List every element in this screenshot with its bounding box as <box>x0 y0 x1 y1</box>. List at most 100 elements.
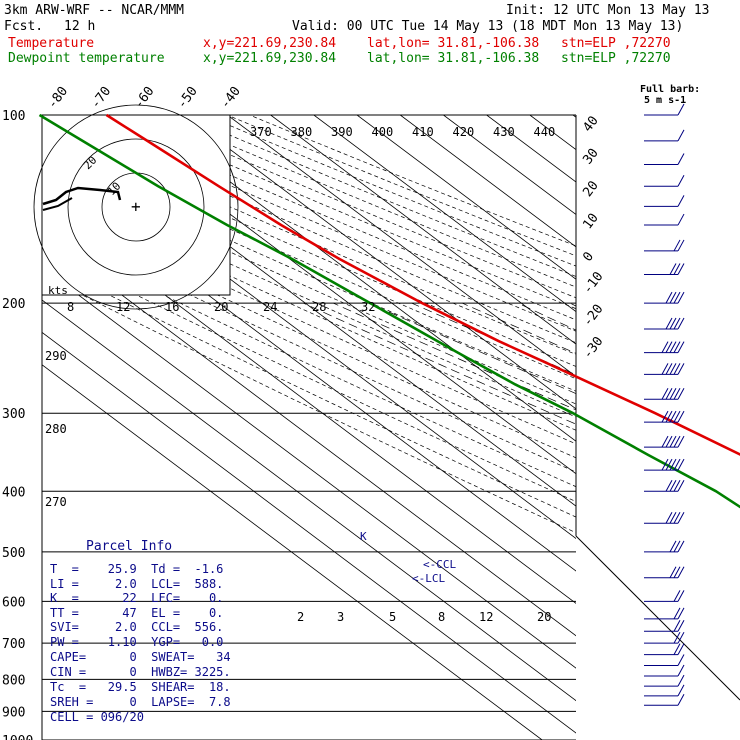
wind-barb <box>644 195 685 207</box>
wind-barb-flag <box>677 566 685 578</box>
theta-label: 400 <box>372 125 394 139</box>
wind-barb-flag <box>669 566 677 578</box>
isotherm-line <box>42 234 576 637</box>
isotherm-right-label: -20 <box>580 302 606 330</box>
wind-barb-flag <box>677 684 685 697</box>
wind-barb-flag <box>673 540 681 553</box>
temperature-line <box>105 113 740 456</box>
wind-barb-flag <box>661 341 669 353</box>
wind-barb-flag <box>673 643 681 655</box>
wind-barb-flag <box>673 566 681 578</box>
theta-label: 410 <box>412 125 434 139</box>
valid-time: Valid: 00 UTC Tue 14 May 13 (18 MDT Mon … <box>292 19 684 34</box>
wind-barb-flag <box>669 317 677 330</box>
wind-barb <box>644 654 685 667</box>
wind-barb-flag <box>669 458 677 471</box>
init-time: Init: 12 UTC Mon 13 May 13 <box>506 3 710 18</box>
barb-legend-line1: Full barb: <box>640 84 701 95</box>
isotherm-line <box>270 115 576 345</box>
pressure-tick-label: 700 <box>2 637 25 652</box>
theta-label: 290 <box>45 349 67 363</box>
wind-barb-flag <box>677 643 685 655</box>
wind-barb-flag <box>669 388 677 400</box>
wind-barb-flag <box>673 388 681 400</box>
wind-barb <box>644 291 685 304</box>
mixing-ratio-label: 2 <box>297 610 304 624</box>
isotherm-line <box>42 267 576 669</box>
forecast-label: Fcst. <box>4 19 44 34</box>
wind-barb-flag <box>669 512 677 524</box>
isotherm-right-label: 10 <box>580 211 601 233</box>
parcel-info-row: K = 22 LFC= 0. <box>50 591 224 605</box>
wind-barb-flag <box>661 410 669 423</box>
isotherm-line <box>529 115 576 151</box>
parcel-info-row: PW = 1.10 YGP= 0.0 <box>50 635 224 649</box>
wind-barb <box>644 239 685 252</box>
wind-barb-flag <box>669 540 677 553</box>
hodograph-trace <box>42 186 122 206</box>
wind-barb-flag <box>677 607 685 620</box>
wind-barb-flag <box>677 103 685 116</box>
wind-barb <box>644 540 685 553</box>
isotherm-line <box>313 115 576 313</box>
wind-barb <box>644 129 685 142</box>
wind-barb-flag <box>673 435 681 448</box>
wind-barb <box>644 590 685 602</box>
hodograph-center-marker: + <box>131 197 141 216</box>
mixing-ratio-label: 20 <box>537 610 551 624</box>
wind-barb-flag <box>677 458 685 471</box>
wind-barb <box>644 480 685 492</box>
isotherm-line <box>659 115 740 740</box>
wind-barb-flag <box>669 480 677 492</box>
dry-adiabat <box>42 248 576 503</box>
isotherm-line <box>140 115 576 442</box>
ccl-marker: <-CCL <box>423 558 457 571</box>
wind-barb-flag <box>669 341 677 353</box>
pressure-tick-label: 400 <box>2 485 25 500</box>
wind-barb <box>644 674 685 687</box>
wind-barb <box>644 174 685 187</box>
wind-barb-flag <box>677 174 685 187</box>
wind-barb-flag <box>665 317 673 330</box>
hodograph-ring <box>67 138 205 276</box>
parcel-info-row: SVI= 2.0 CCL= 556. <box>50 620 224 634</box>
wind-barb <box>644 317 685 330</box>
mixing-ratio-label: 8 <box>438 610 445 624</box>
theta-label: 370 <box>250 125 272 139</box>
wind-barb-flag <box>673 631 681 644</box>
wind-barb-flag <box>669 410 677 423</box>
isotherm-top-label: -50 <box>175 84 201 112</box>
wind-barb-flag <box>673 239 681 252</box>
mixing-ratio-label: 3 <box>337 610 344 624</box>
parcel-info-row: T = 25.9 Td = -1.6 <box>50 562 224 576</box>
wind-barb-flag <box>669 263 677 275</box>
wind-barb-flag <box>677 341 685 353</box>
dry-adiabat <box>226 115 576 257</box>
wind-barb-flag <box>677 540 685 553</box>
dry-adiabat <box>159 115 576 288</box>
isotherm-right-label: 30 <box>580 146 601 168</box>
wind-barb-flag <box>669 435 677 448</box>
wind-barb <box>644 458 685 471</box>
wind-barb-flag <box>661 363 669 375</box>
dry-adiabat <box>42 223 576 473</box>
legend-dewpoint-xy: x,y=221.69,230.84 <box>203 51 337 66</box>
plot-frame <box>41 114 740 740</box>
wind-barb <box>644 213 685 226</box>
wind-barb <box>644 631 685 644</box>
wind-barb-flag <box>677 674 685 687</box>
wind-barb-flag <box>673 341 681 353</box>
wind-barb-flag <box>673 620 681 632</box>
legend-temperature-name: Temperature <box>8 36 95 51</box>
wind-barb-flag <box>677 435 685 448</box>
theta-label: 420 <box>453 125 475 139</box>
wind-barbs <box>644 103 685 706</box>
isotherm-line <box>227 115 576 377</box>
hodograph-speed-label: 20 <box>214 300 228 314</box>
wind-barb-flag <box>665 341 673 353</box>
wind-barb-flag <box>665 291 673 304</box>
theta-label: 430 <box>493 125 515 139</box>
barb-legend-line2: 5 m s-1 <box>644 95 687 106</box>
